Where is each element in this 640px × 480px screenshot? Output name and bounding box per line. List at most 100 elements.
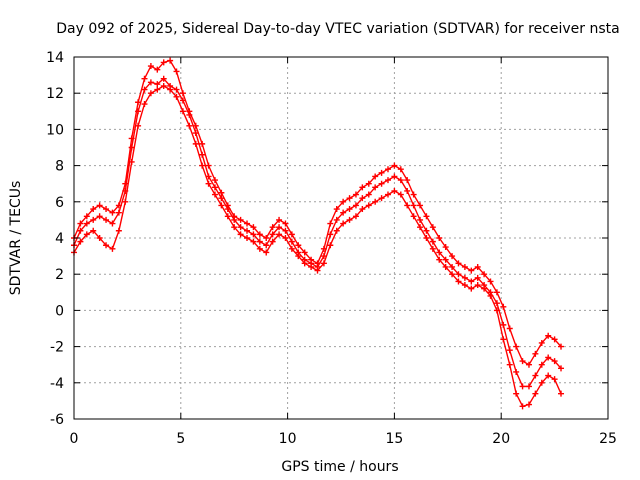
data-point [404,187,411,194]
data-point [314,267,321,274]
axis-layer: 0 5 10 15 20 25 -6 -4 -2 0 2 4 6 8 10 12 14 [46,50,617,447]
data-point [135,122,142,129]
data-point [154,81,161,88]
data-point [77,238,84,245]
y-tick-label: -6 [50,412,64,428]
data-point [429,224,436,231]
data-point [295,253,302,260]
data-point [160,59,167,66]
data-point [519,403,526,410]
data-point [481,285,488,292]
y-axis-label: SDTVAR / TECUs [8,181,24,296]
data-point [122,198,129,205]
data-point [455,278,462,285]
data-point [269,231,276,238]
data-point [397,191,404,198]
data-point [493,300,500,307]
data-point [474,282,481,289]
data-point [468,278,475,285]
data-point [154,86,161,93]
data-point [320,260,327,267]
x-axis-label: GPS time / hours [281,459,398,475]
data-point [493,289,500,296]
data-point [378,180,385,187]
data-point [384,166,391,173]
data-point [487,278,494,285]
data-point [77,227,84,234]
data-point [173,68,180,75]
data-point [538,379,545,386]
data-point [513,368,520,375]
data-point [141,86,148,93]
data-point [218,202,225,209]
data-point [282,227,289,234]
data-point [391,162,398,169]
data-point [173,86,180,93]
data-point [372,173,379,180]
data-point [410,202,417,209]
data-point [551,358,558,365]
data-point [352,213,359,220]
data-point [263,242,270,249]
data-point [506,325,513,332]
data-point [205,180,212,187]
data-point [333,206,340,213]
data-point [551,336,558,343]
data-point [359,206,366,213]
data-point [192,130,199,137]
data-point [218,189,225,196]
data-point [346,206,353,213]
data-point [186,111,193,118]
data-point [135,108,142,115]
data-point [231,216,238,223]
data-point [244,227,251,234]
data-point [340,198,347,205]
y-tick-label: 4 [55,231,64,247]
y-tick-label: 8 [55,159,64,175]
data-point [525,361,532,368]
series-layer [71,57,565,410]
data-point [429,238,436,245]
data-point [96,213,103,220]
data-point [250,238,257,245]
series-track-3 [71,82,565,410]
data-point [276,216,283,223]
data-point [160,75,167,82]
data-point [551,376,558,383]
data-point [109,245,116,252]
data-point [327,242,334,249]
data-point [442,263,449,270]
x-tick-label: 0 [70,431,79,447]
data-point [96,235,103,241]
data-point [391,187,398,194]
data-point [199,162,206,169]
data-point [327,220,334,227]
data-point [468,285,475,292]
data-point [397,166,404,173]
data-point [538,339,545,346]
series-track-2 [71,75,565,390]
data-point [154,66,161,73]
data-point [519,358,526,365]
x-tick-label: 5 [176,431,185,447]
data-point [532,390,539,397]
data-point [384,177,391,184]
data-point [340,220,347,227]
data-point [423,235,430,241]
data-point [506,347,513,354]
data-point [90,227,97,234]
data-point [282,235,289,241]
data-point [205,162,212,169]
data-point [333,216,340,223]
data-point [103,206,110,213]
data-point [179,108,186,115]
data-point [179,97,186,104]
data-point [436,235,443,241]
data-point [404,177,411,184]
data-point [519,383,526,390]
data-point [237,224,244,231]
data-point [256,245,263,252]
data-point [525,401,532,408]
